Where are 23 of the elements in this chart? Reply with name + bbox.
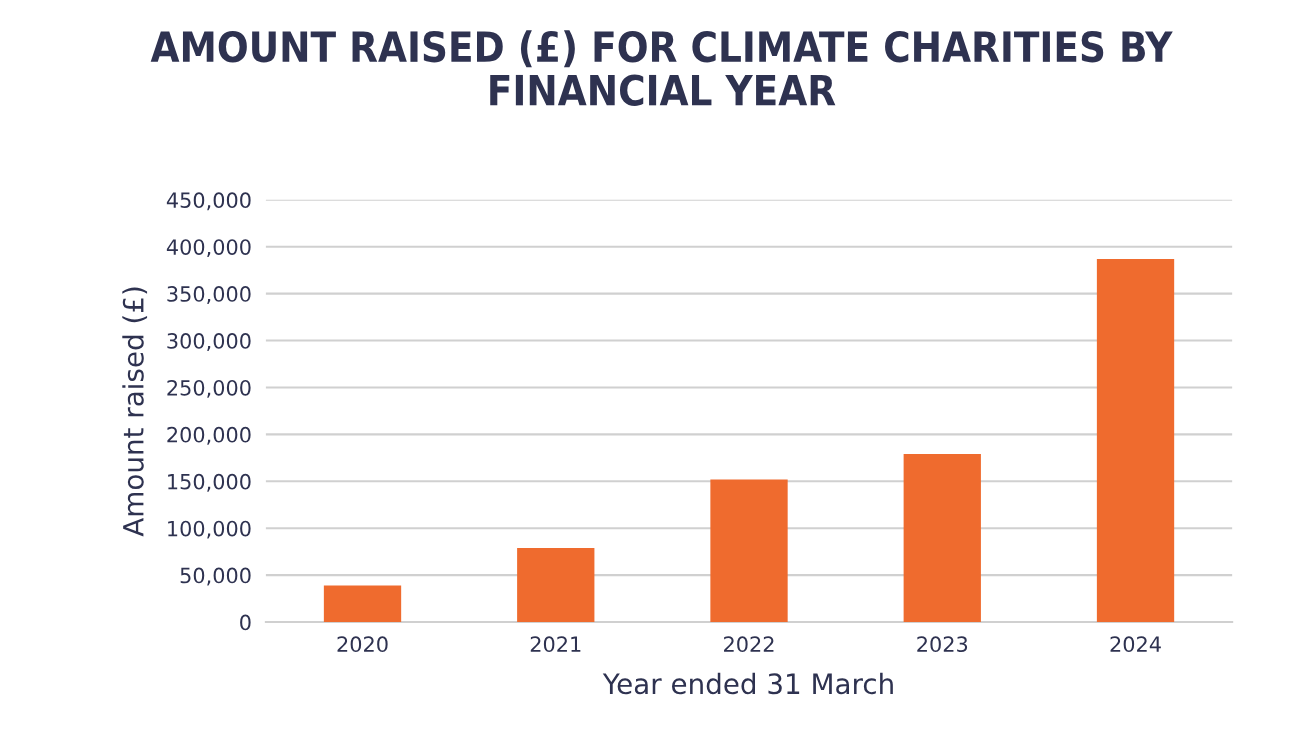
y-tick-label: 250,000 bbox=[167, 379, 251, 398]
y-tick-label: 200,000 bbox=[167, 426, 251, 445]
y-tick-label: 350,000 bbox=[167, 286, 251, 304]
bar bbox=[903, 454, 981, 623]
x-axis-title: Year ended 31 March bbox=[602, 672, 893, 695]
bar bbox=[1096, 258, 1175, 623]
bar bbox=[517, 547, 595, 623]
y-tick-label: 50,000 bbox=[180, 567, 251, 586]
y-tick-label: 300,000 bbox=[167, 333, 251, 351]
y-tick-label: 150,000 bbox=[168, 473, 251, 492]
x-tick-label: 2020 bbox=[337, 636, 388, 653]
y-tick-label: 400,000 bbox=[166, 239, 251, 258]
x-tick-label: 2022 bbox=[724, 636, 774, 653]
x-tick-label: 2023 bbox=[917, 636, 968, 653]
x-tick-label: 2021 bbox=[530, 636, 581, 653]
y-tick-label: 0 bbox=[240, 614, 251, 631]
bar bbox=[323, 585, 402, 623]
y-tick-label: 100,000 bbox=[168, 520, 251, 539]
chart-title: AMOUNT RAISED (£) FOR CLIMATE CHARITIES BY FINANCIAL YEAR bbox=[150, 30, 1173, 106]
y-tick-label: 450,000 bbox=[166, 192, 251, 211]
x-tick-label: 2024 bbox=[1110, 636, 1161, 653]
bar bbox=[710, 479, 788, 623]
y-axis-title: Amount raised (£) bbox=[122, 287, 148, 537]
